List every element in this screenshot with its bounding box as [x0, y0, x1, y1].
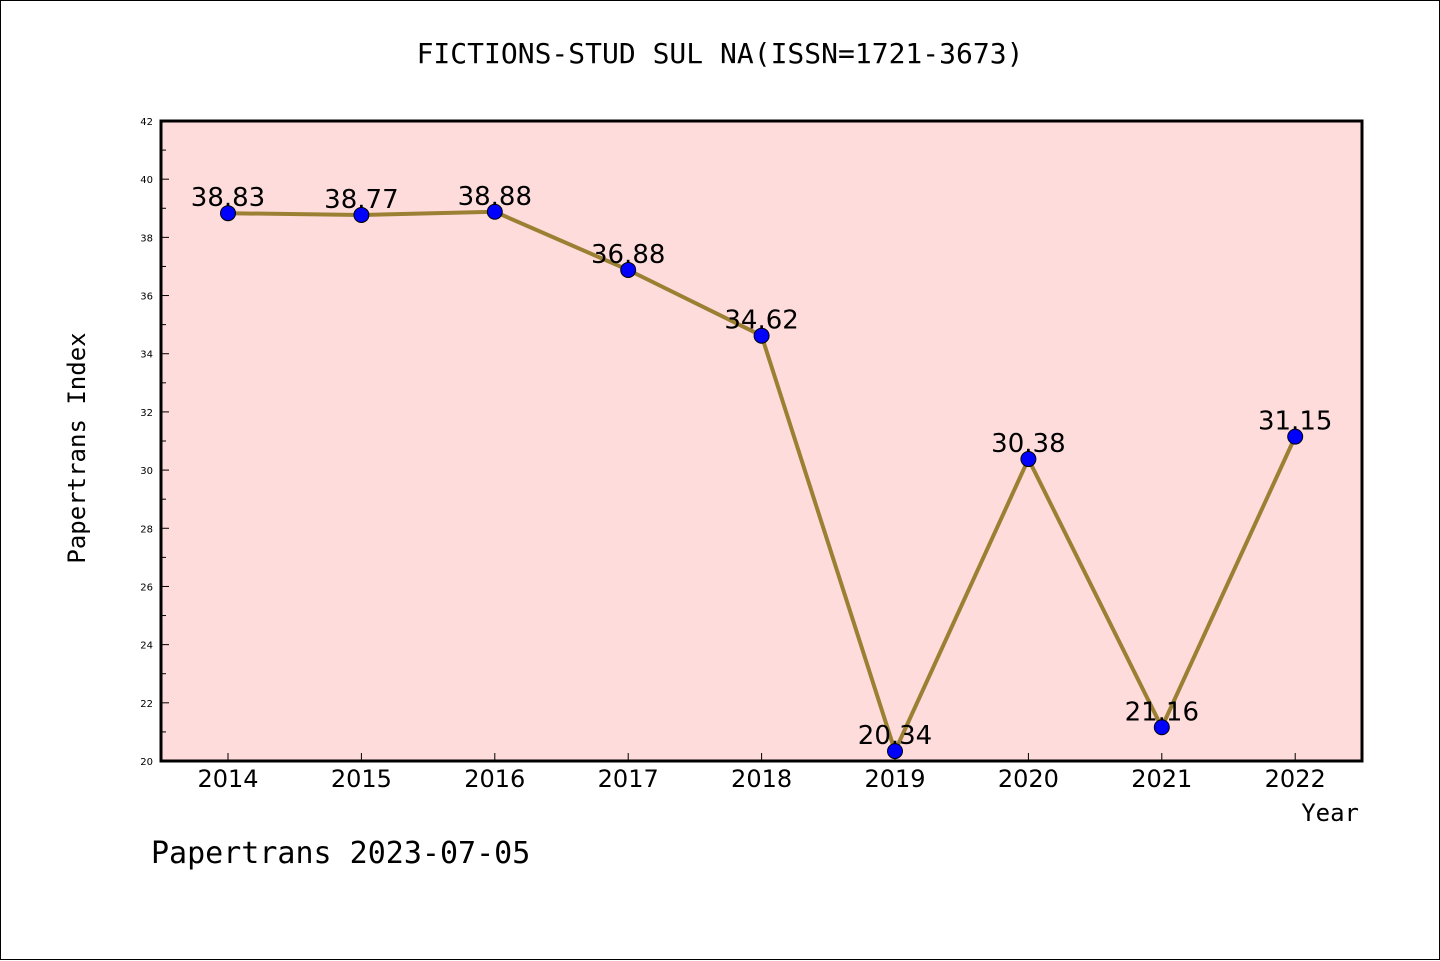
x-tick-label: 2017	[598, 765, 659, 793]
y-tick-label: 36	[140, 292, 153, 303]
y-tick-label: 20	[140, 757, 153, 768]
x-tick-label: 2019	[864, 765, 925, 793]
y-tick-label: 34	[140, 350, 153, 361]
data-labels: 38.83 38.77 38.88 36.88 34.62 20.34 30.38 21.16…	[191, 182, 1333, 751]
data-label: 36.88	[591, 240, 665, 270]
y-tick-label: 30	[140, 466, 153, 477]
data-label: 38.88	[458, 182, 532, 212]
x-tick-label: 2016	[464, 765, 525, 793]
data-label: 30.38	[991, 429, 1065, 459]
data-point	[1287, 428, 1304, 445]
y-axis-ticks: 20 22 24 26 28 30 32 34 36 38 40 42	[140, 117, 169, 768]
y-tick-label: 38	[140, 233, 153, 244]
data-markers	[220, 203, 1304, 760]
x-tick-label: 2020	[998, 765, 1059, 793]
plot-area	[159, 119, 1364, 763]
y-tick-label: 40	[140, 175, 153, 186]
y-tick-label: 32	[140, 408, 153, 419]
data-label: 21.16	[1125, 697, 1199, 727]
data-point	[620, 261, 637, 278]
data-label: 34.62	[724, 306, 798, 336]
x-tick-label: 2021	[1131, 765, 1192, 793]
y-tick-label: 26	[140, 582, 153, 593]
x-tick-label: 2018	[731, 765, 792, 793]
x-tick-label: 2014	[197, 765, 258, 793]
data-point	[486, 203, 503, 220]
x-tick-label: 2015	[331, 765, 392, 793]
data-point	[1153, 719, 1170, 736]
data-label: 38.77	[324, 185, 398, 215]
data-point	[353, 206, 370, 223]
x-tick-label: 2022	[1265, 765, 1326, 793]
y-tick-label: 24	[140, 641, 153, 652]
x-axis-ticks: 2014 2015 2016 2017 2018 2019 2020 2021 2022	[197, 753, 1326, 793]
y-tick-label: 22	[140, 699, 153, 710]
data-point	[1020, 451, 1037, 468]
chart-title: FICTIONS-STUD SUL NA(ISSN=1721-3673)	[416, 37, 1024, 70]
x-axis-label: Year	[1301, 799, 1359, 827]
data-point	[753, 327, 770, 344]
data-label: 20.34	[858, 721, 932, 751]
data-point	[887, 743, 903, 760]
y-tick-label: 42	[140, 117, 153, 128]
data-point	[220, 205, 236, 222]
data-label: 38.83	[191, 183, 265, 213]
data-label: 31.15	[1258, 407, 1332, 437]
y-tick-label: 28	[140, 524, 153, 535]
footer-text: Papertrans 2023-07-05	[151, 836, 531, 871]
